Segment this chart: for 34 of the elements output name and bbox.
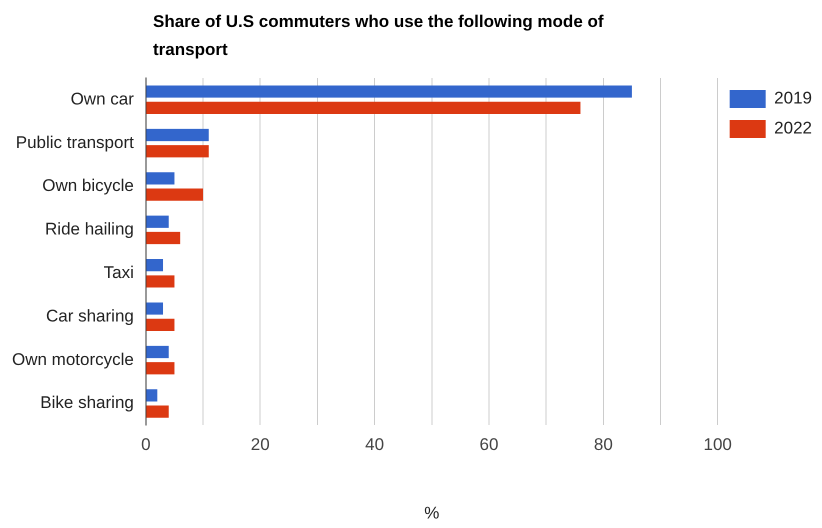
bar — [146, 172, 174, 184]
bar — [146, 259, 164, 272]
x-tick-label: 100 — [703, 435, 732, 454]
y-tick-label: Own motorcycle — [12, 350, 134, 369]
x-tick-label: 0 — [141, 435, 151, 454]
x-tick-label: 60 — [479, 435, 498, 454]
y-tick-label: Taxi — [104, 262, 134, 282]
y-tick-label: Bike sharing — [40, 393, 134, 412]
bar — [146, 318, 174, 331]
bar — [146, 346, 169, 358]
x-tick-label: 20 — [250, 435, 270, 454]
bar — [146, 389, 158, 402]
legend-label: 2019 — [774, 88, 812, 108]
bar — [146, 232, 180, 244]
legend-label: 2022 — [774, 118, 812, 138]
bar — [146, 102, 580, 114]
bar — [146, 85, 632, 98]
chart-title: Share of U.S commuters who use the following mode of transport — [153, 11, 605, 61]
bar — [146, 188, 204, 201]
bar — [146, 145, 209, 158]
bar — [146, 302, 164, 315]
x-axis-title: % — [424, 503, 440, 522]
bar — [146, 216, 169, 228]
bar — [146, 406, 169, 418]
bar — [146, 362, 174, 374]
y-tick-label: Car sharing — [46, 306, 134, 326]
y-tick-label: Ride hailing — [45, 220, 134, 239]
x-tick-label: 80 — [594, 435, 613, 454]
x-tick-label: 40 — [365, 435, 384, 454]
y-tick-label: Own car — [70, 89, 134, 108]
y-tick-label: Own bicycle — [42, 176, 134, 196]
bar — [146, 275, 174, 288]
y-tick-label: Public transport — [16, 132, 134, 152]
bar — [146, 128, 209, 142]
